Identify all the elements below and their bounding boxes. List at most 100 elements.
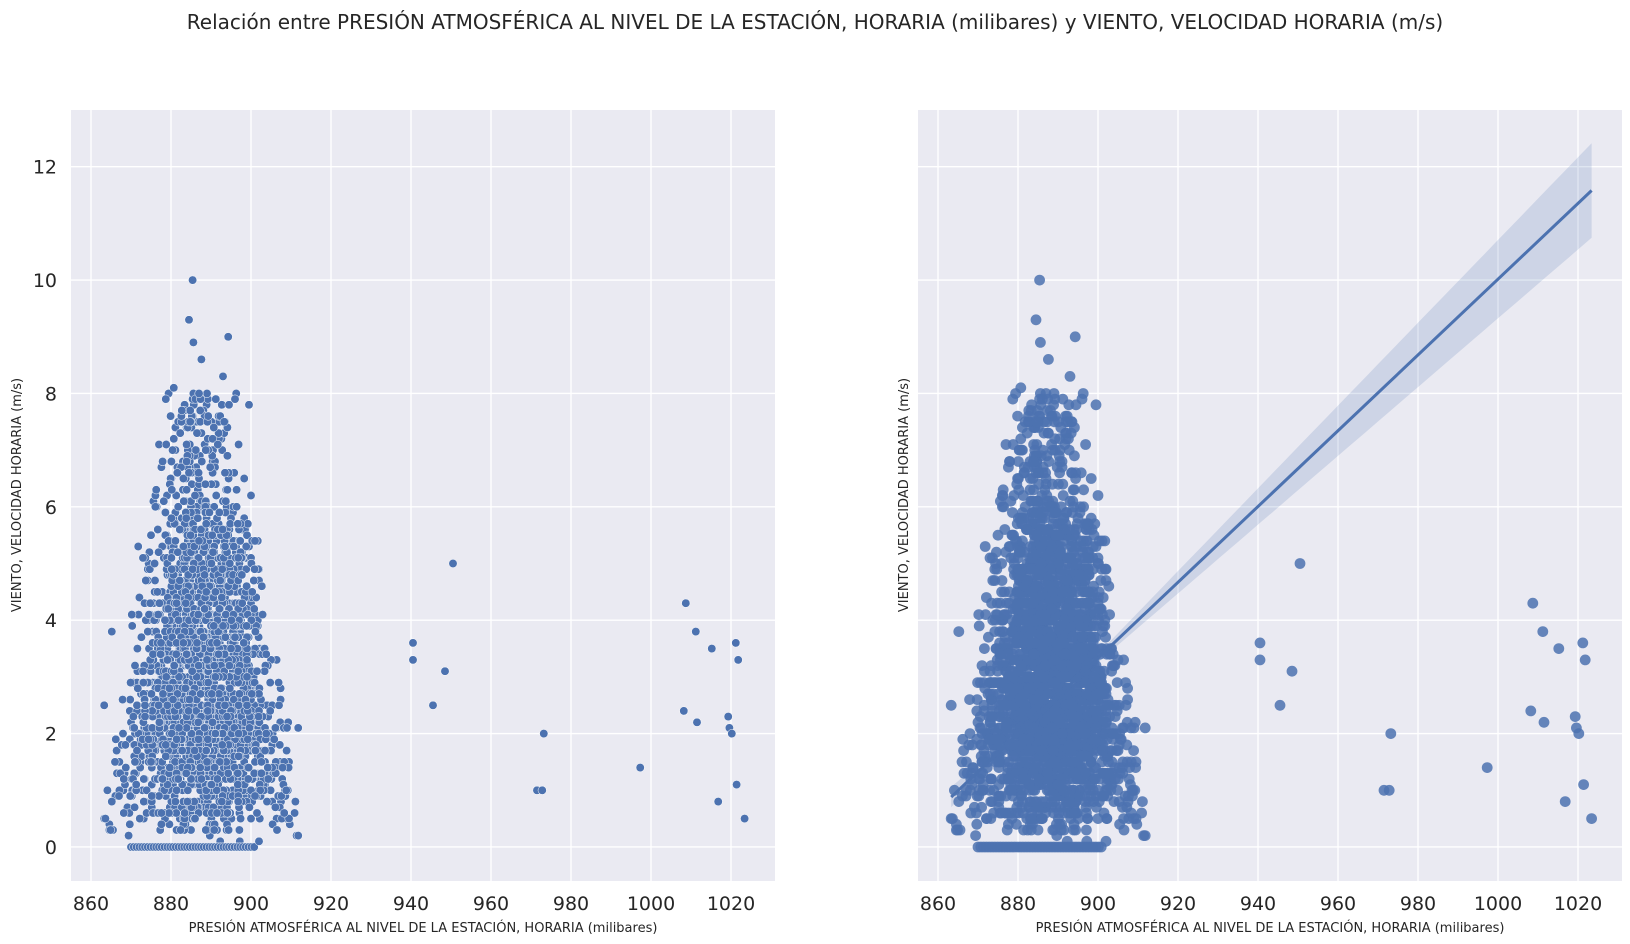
- scatter-point: [208, 547, 218, 557]
- scatter-point: [204, 508, 214, 517]
- scatter-point: [182, 649, 192, 659]
- scatter-point: [290, 808, 300, 818]
- scatter-point: [1049, 410, 1061, 422]
- scatter-point: [184, 695, 194, 705]
- scatter-point: [1128, 722, 1140, 734]
- scatter-point: [161, 440, 171, 449]
- scatter-point: [1096, 563, 1107, 575]
- y-tick-label: 2: [45, 724, 57, 746]
- scatter-point: [983, 631, 994, 643]
- scatter-point: [209, 502, 219, 512]
- scatter-point: [243, 734, 253, 744]
- scatter-point: [182, 723, 192, 733]
- scatter-point: [1028, 439, 1039, 450]
- scatter-point: [234, 700, 244, 710]
- scatter-point: [250, 791, 260, 801]
- scatter-point: [185, 417, 195, 427]
- scatter-point: [996, 575, 1008, 586]
- scatter-point: [973, 609, 985, 620]
- scatter-point: [180, 808, 190, 818]
- scatter-point: [201, 825, 211, 835]
- scatter-point: [241, 542, 251, 551]
- scatter-point: [114, 791, 124, 801]
- scatter-point: [170, 536, 180, 546]
- scatter-point: [246, 491, 256, 500]
- scatter-point: [1124, 762, 1135, 773]
- scatter-point: [220, 468, 230, 478]
- scatter-point: [158, 774, 168, 784]
- scatter-point: [229, 695, 239, 705]
- scatter-point: [126, 678, 136, 688]
- scatter-point: [119, 808, 129, 818]
- scatter-point: [1109, 762, 1121, 773]
- scatter-point: [1079, 796, 1091, 807]
- scatter-point: [211, 394, 221, 404]
- scatter-point: [139, 797, 149, 807]
- scatter-point: [242, 655, 252, 665]
- scatter-point: [1117, 722, 1128, 734]
- scatter-point: [210, 729, 220, 739]
- x-tick-label: 940: [393, 893, 429, 915]
- scatter-point: [1040, 388, 1052, 399]
- scatter-point: [130, 757, 140, 767]
- scatter-point: [164, 808, 174, 818]
- scatter-point: [214, 604, 224, 614]
- scatter-point: [1015, 382, 1027, 394]
- scatter-point: [186, 530, 196, 540]
- scatter-point: [1055, 422, 1067, 433]
- scatter-point: [203, 411, 213, 421]
- scatter-point: [997, 484, 1009, 496]
- y-tick-label: 8: [45, 383, 57, 405]
- scatter-point: [992, 529, 1004, 541]
- scatter-point: [153, 525, 163, 534]
- scatter-point: [209, 423, 219, 432]
- scatter-point: [246, 615, 256, 625]
- scatter-point: [740, 814, 750, 824]
- scatter-point: [965, 807, 977, 819]
- scatter-point: [967, 739, 978, 751]
- scatter-point: [1069, 484, 1080, 496]
- scatter-point: [210, 763, 220, 773]
- scatter-point: [196, 354, 206, 364]
- scatter-point: [723, 712, 733, 722]
- scatter-point: [212, 774, 222, 784]
- scatter-point: [290, 797, 300, 807]
- scatter-point: [1066, 467, 1078, 479]
- scatter-point: [146, 530, 156, 540]
- scatter-point: [140, 712, 150, 722]
- scatter-point: [1090, 399, 1102, 411]
- scatter-point: [237, 570, 247, 580]
- scatter-point: [408, 655, 418, 665]
- scatter-point: [1092, 490, 1104, 501]
- scatter-point: [1082, 813, 1093, 824]
- scatter-point: [174, 723, 184, 733]
- scatter-point: [234, 729, 244, 739]
- x-tick-label: 1020: [707, 893, 755, 915]
- y-tick-label: 12: [33, 157, 57, 179]
- scatter-point: [250, 678, 260, 688]
- scatter-point: [169, 661, 179, 671]
- scatter-point: [168, 695, 178, 705]
- scatter-point: [1125, 807, 1137, 819]
- scatter-point: [150, 502, 160, 512]
- scatter-point: [242, 672, 252, 682]
- scatter-point: [188, 275, 198, 285]
- scatter-point: [209, 621, 219, 631]
- scatter-point: [239, 474, 249, 483]
- scatter-point: [194, 468, 204, 478]
- scatter-point: [713, 797, 723, 807]
- scatter-point: [233, 797, 243, 807]
- scatter-point: [184, 468, 194, 478]
- scatter-point: [964, 694, 975, 705]
- scatter-point: [183, 785, 193, 795]
- scatter-point: [1007, 393, 1019, 405]
- y-tick-label: 4: [45, 610, 57, 632]
- scatter-point: [139, 774, 149, 784]
- scatter-point: [243, 774, 253, 784]
- scatter-point: [202, 655, 212, 665]
- scatter-point: [160, 508, 170, 517]
- scatter-point: [125, 791, 135, 801]
- scatter-point: [681, 598, 691, 608]
- scatter-point: [176, 825, 186, 835]
- x-tick-label: 960: [473, 893, 509, 915]
